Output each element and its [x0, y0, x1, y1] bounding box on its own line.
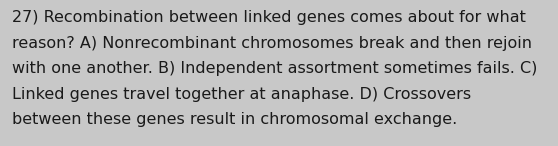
Text: between these genes result in chromosomal exchange.: between these genes result in chromosoma…	[12, 112, 458, 127]
Text: reason? A) Nonrecombinant chromosomes break and then rejoin: reason? A) Nonrecombinant chromosomes br…	[12, 36, 532, 51]
Text: with one another. B) Independent assortment sometimes fails. C): with one another. B) Independent assortm…	[12, 61, 538, 76]
Text: 27) Recombination between linked genes comes about for what: 27) Recombination between linked genes c…	[12, 10, 526, 25]
Text: Linked genes travel together at anaphase. D) Crossovers: Linked genes travel together at anaphase…	[12, 87, 472, 102]
